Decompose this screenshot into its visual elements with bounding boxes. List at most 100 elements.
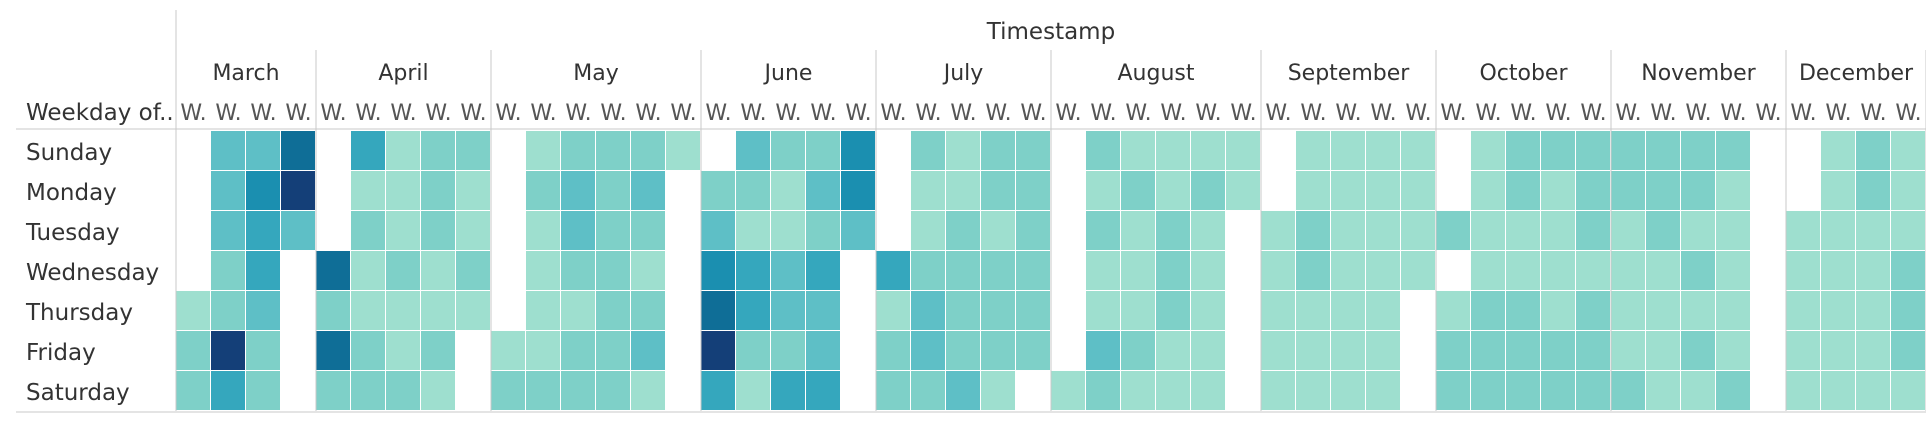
heatmap-cell: [1051, 251, 1085, 290]
week-tick-label: W.: [1720, 101, 1746, 126]
week-tick-label: W.: [1335, 101, 1361, 126]
heatmap-cell: [1051, 211, 1085, 250]
heatmap-cell: [1541, 131, 1575, 170]
heatmap-cell: [701, 211, 735, 250]
heatmap-cell: [1821, 131, 1855, 170]
week-tick-label: W.: [1510, 101, 1536, 126]
heatmap-cell: [1576, 171, 1610, 210]
week-tick-label: W.: [740, 101, 766, 126]
heatmap-cell: [1891, 131, 1925, 170]
row-label-thursday: Thursday: [25, 300, 133, 326]
heatmap-cell: [736, 251, 770, 290]
month-label-august: August: [1118, 61, 1195, 86]
heatmap-cell: [1086, 291, 1120, 330]
heatmap-cell: [1436, 211, 1470, 250]
heatmap-cell: [1751, 211, 1785, 250]
heatmap-cell: [176, 251, 210, 290]
heatmap-cell: [981, 171, 1015, 210]
heatmap-cell: [526, 211, 560, 250]
heatmap-cell: [1506, 251, 1540, 290]
heatmap-cell: [1121, 131, 1155, 170]
heatmap-cell: [386, 251, 420, 290]
heatmap-cell: [1576, 371, 1610, 410]
heatmap-cell: [1646, 331, 1680, 370]
heatmap-cell: [1261, 371, 1295, 410]
heatmap-cell: [1786, 171, 1820, 210]
heatmap-cell: [1611, 171, 1645, 210]
heatmap-cell: [1576, 251, 1610, 290]
heatmap-cell: [1121, 371, 1155, 410]
heatmap-cell: [736, 131, 770, 170]
heatmap-cell: [456, 291, 490, 330]
heatmap-cell: [1016, 251, 1050, 290]
heatmap-cell: [246, 331, 280, 370]
heatmap-cell: [1156, 251, 1190, 290]
heatmap-cell: [771, 171, 805, 210]
week-tick-label: W.: [1195, 101, 1221, 126]
heatmap-cell: [1541, 331, 1575, 370]
heatmap-cell: [211, 171, 245, 210]
heatmap-cell: [981, 331, 1015, 370]
week-tick-label: W.: [1685, 101, 1711, 126]
heatmap-cell: [666, 211, 700, 250]
heatmap-cell: [1191, 291, 1225, 330]
heatmap-cell: [176, 211, 210, 250]
heatmap-cell: [421, 171, 455, 210]
heatmap-cell: [841, 131, 875, 170]
heatmap-cell: [1821, 331, 1855, 370]
heatmap-cell: [1121, 291, 1155, 330]
week-tick-label: W.: [1090, 101, 1116, 126]
heatmap-cell: [526, 371, 560, 410]
week-tick-label: W.: [460, 101, 486, 126]
row-label-monday: Monday: [26, 180, 117, 206]
chart-title: Timestamp: [986, 19, 1115, 45]
heatmap-cell: [1121, 251, 1155, 290]
heatmap-cell: [876, 291, 910, 330]
heatmap-cell: [1191, 211, 1225, 250]
heatmap-cell: [911, 291, 945, 330]
heatmap-cell: [246, 171, 280, 210]
heatmap-cell: [1751, 171, 1785, 210]
week-tick-label: W.: [285, 101, 311, 126]
heatmap-cell: [806, 291, 840, 330]
heatmap-cell: [981, 211, 1015, 250]
heatmap-cell: [211, 251, 245, 290]
heatmap-cell: [1751, 291, 1785, 330]
heatmap-cell: [1646, 131, 1680, 170]
heatmap-cell: [526, 251, 560, 290]
week-tick-label: W.: [1440, 101, 1466, 126]
heatmap-cell: [1856, 131, 1890, 170]
heatmap-cell: [1156, 171, 1190, 210]
heatmap-cell: [1506, 171, 1540, 210]
heatmap-cell: [666, 131, 700, 170]
heatmap-cell: [1471, 331, 1505, 370]
heatmap-cell: [806, 251, 840, 290]
heatmap-cell: [1716, 291, 1750, 330]
heatmap-cell: [631, 211, 665, 250]
week-tick-label: W.: [1825, 101, 1851, 126]
heatmap-cell: [1751, 131, 1785, 170]
month-label-april: April: [378, 61, 428, 86]
heatmap-cell: [1261, 171, 1295, 210]
heatmap-cell: [1786, 251, 1820, 290]
heatmap-cell: [1611, 211, 1645, 250]
heatmap-cell: [281, 371, 315, 410]
heatmap-cell: [1471, 211, 1505, 250]
heatmap-cell: [1226, 131, 1260, 170]
heatmap-cell: [1891, 371, 1925, 410]
heatmap-cell: [1226, 251, 1260, 290]
heatmap-cell: [491, 131, 525, 170]
heatmap-cell: [1716, 371, 1750, 410]
row-label-sunday: Sunday: [26, 140, 112, 166]
week-tick-label: W.: [425, 101, 451, 126]
heatmap-cell: [1891, 171, 1925, 210]
heatmap-cell: [911, 131, 945, 170]
heatmap-cell: [1786, 331, 1820, 370]
heatmap-cell: [456, 171, 490, 210]
heatmap-cell: [316, 331, 350, 370]
heatmap-cell: [771, 251, 805, 290]
week-tick-label: W.: [1020, 101, 1046, 126]
heatmap-cell: [1751, 371, 1785, 410]
heatmap-cell: [246, 291, 280, 330]
